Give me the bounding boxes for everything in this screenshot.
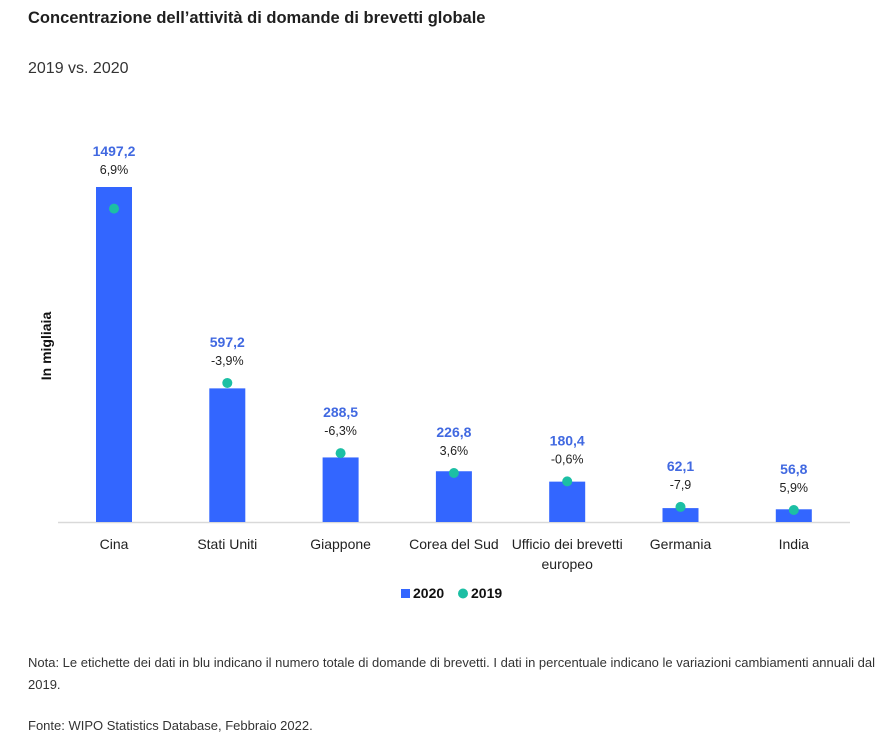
dot-2019 (448, 468, 459, 479)
value-label: 62,1 (667, 458, 694, 474)
bar-2020 (322, 457, 359, 522)
change-label: 3,6% (440, 444, 469, 458)
value-label: 597,2 (210, 334, 245, 350)
change-label: -0,6% (551, 452, 584, 466)
bar-2020 (662, 508, 699, 522)
x-tick-label: Stati Uniti (197, 536, 257, 552)
legend: 2020 2019 (401, 585, 502, 601)
source-note: Fonte: WIPO Statistics Database, Febbrai… (28, 718, 313, 733)
x-tick-label: Giappone (310, 536, 371, 552)
value-label: 56,8 (780, 461, 807, 477)
bar-chart: In migliaia 1497,2 6,9% 597,2 -3,9% 288,5 -6,… (38, 143, 850, 601)
bar-2020 (775, 509, 812, 522)
footnote: Nota: Le etichette dei dati in blu indic… (28, 655, 875, 692)
bars-2020 (96, 187, 812, 522)
dot-2019 (562, 476, 573, 487)
legend-swatch-2019 (458, 588, 468, 599)
x-tick-label: Cina (100, 536, 129, 552)
value-labels: 1497,2 6,9% 597,2 -3,9% 288,5 -6,3% 226,8 3,6% 1… (93, 143, 808, 495)
chart-title: Concentrazione dell’attività di domande … (28, 9, 486, 27)
bar-2020 (549, 481, 586, 522)
dot-2019 (222, 377, 233, 388)
change-label: -3,9% (211, 354, 244, 368)
change-label: 6,9% (100, 163, 129, 177)
value-label: 288,5 (323, 404, 358, 420)
y-axis-label: In migliaia (38, 312, 54, 381)
dots-2019 (109, 203, 799, 516)
dot-2019 (109, 203, 119, 214)
legend-label-2020: 2020 (413, 585, 444, 601)
y-axis-label-group: In migliaia (38, 312, 54, 381)
dot-2019 (675, 501, 686, 512)
bar-2020 (435, 471, 472, 522)
value-label: 1497,2 (93, 143, 136, 159)
x-tick-labels: Cina Stati Uniti Giappone Corea del Sud Uffi… (100, 536, 810, 572)
x-tick-label: europeo (542, 556, 594, 572)
x-tick-label: India (779, 536, 810, 552)
x-tick-label: Ufficio dei brevetti (512, 536, 623, 552)
change-label: -6,3% (324, 424, 357, 438)
value-label: 180,4 (550, 432, 585, 448)
bar-2020 (209, 388, 246, 522)
bar-2020 (96, 187, 132, 522)
change-label: 5,9% (780, 481, 809, 495)
dot-2019 (788, 505, 799, 516)
change-label: -7,9 (670, 478, 692, 492)
chart-subtitle: 2019 vs. 2020 (28, 60, 129, 77)
legend-swatch-2020 (401, 589, 410, 598)
legend-label-2019: 2019 (471, 585, 502, 601)
x-tick-label: Germania (650, 536, 712, 552)
value-label: 226,8 (436, 424, 471, 440)
x-tick-label: Corea del Sud (409, 536, 499, 552)
dot-2019 (335, 448, 346, 459)
